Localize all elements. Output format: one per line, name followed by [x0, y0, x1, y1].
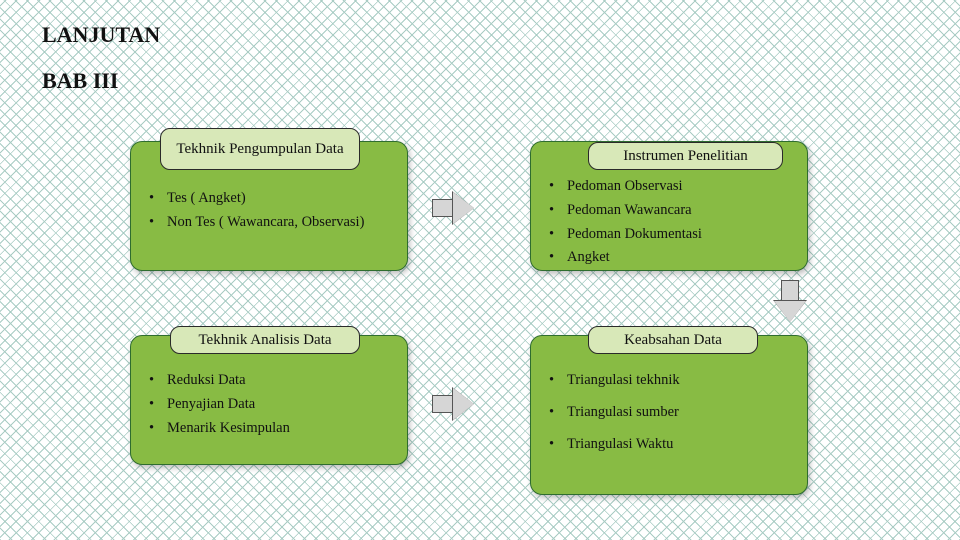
list-item: Reduksi Data: [149, 370, 290, 392]
list-item: Triangulasi sumber: [549, 402, 680, 424]
card-body: Tes ( Angket) Non Tes ( Wawancara, Obser…: [149, 188, 364, 236]
list-item: Angket: [549, 247, 702, 269]
card-analisis-data: Reduksi Data Penyajian Data Menarik Kesi…: [130, 335, 408, 465]
arrow-down-icon: [774, 280, 806, 322]
card-header-analisis-data: Tekhnik Analisis Data: [170, 326, 360, 354]
arrow-right-icon: [432, 388, 474, 420]
card-header-pengumpulan-data: Tekhnik Pengumpulan Data: [160, 128, 360, 170]
list-item: Non Tes ( Wawancara, Observasi): [149, 212, 364, 234]
list-item: Penyajian Data: [149, 394, 290, 416]
card-body: Triangulasi tekhnik Triangulasi sumber T…: [549, 370, 680, 465]
card-header-instrumen-penelitian: Instrumen Penelitian: [588, 142, 783, 170]
list-item: Pedoman Dokumentasi: [549, 224, 702, 246]
card-body: Pedoman Observasi Pedoman Wawancara Pedo…: [549, 176, 702, 271]
list-item: Tes ( Angket): [149, 188, 364, 210]
slide-content: LANJUTAN BAB III Tes ( Angket) Non Tes (…: [0, 0, 960, 540]
list-item: Pedoman Observasi: [549, 176, 702, 198]
card-body: Reduksi Data Penyajian Data Menarik Kesi…: [149, 370, 290, 441]
title-main: LANJUTAN: [42, 22, 160, 48]
card-header-keabsahan-data: Keabsahan Data: [588, 326, 758, 354]
list-item: Triangulasi tekhnik: [549, 370, 680, 392]
list-item: Pedoman Wawancara: [549, 200, 702, 222]
arrow-right-icon: [432, 192, 474, 224]
list-item: Menarik Kesimpulan: [149, 418, 290, 440]
list-item: Triangulasi Waktu: [549, 434, 680, 456]
card-keabsahan-data: Triangulasi tekhnik Triangulasi sumber T…: [530, 335, 808, 495]
title-sub: BAB III: [42, 68, 118, 94]
